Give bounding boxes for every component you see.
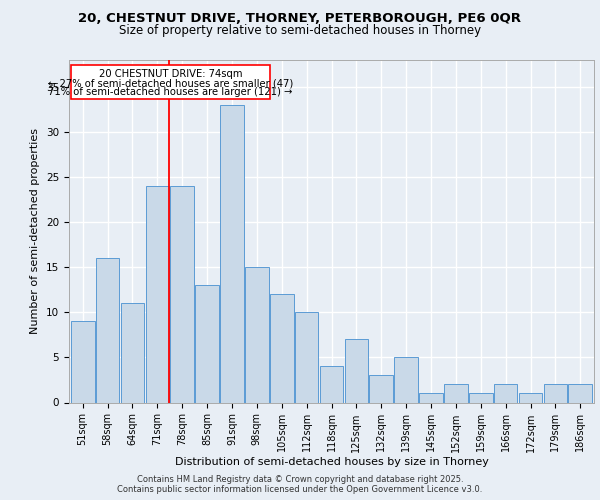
- Text: 20, CHESTNUT DRIVE, THORNEY, PETERBOROUGH, PE6 0QR: 20, CHESTNUT DRIVE, THORNEY, PETERBOROUG…: [79, 12, 521, 26]
- Bar: [245, 268, 269, 402]
- Text: 71% of semi-detached houses are larger (121) →: 71% of semi-detached houses are larger (…: [48, 87, 292, 97]
- Bar: [270, 294, 293, 403]
- Text: Contains HM Land Registry data © Crown copyright and database right 2025.
Contai: Contains HM Land Registry data © Crown c…: [118, 474, 482, 494]
- Text: 20 CHESTNUT DRIVE: 74sqm: 20 CHESTNUT DRIVE: 74sqm: [98, 69, 242, 79]
- Bar: [419, 394, 443, 402]
- Bar: [568, 384, 592, 402]
- Bar: [469, 394, 493, 402]
- Text: ← 27% of semi-detached houses are smaller (47): ← 27% of semi-detached houses are smalle…: [47, 78, 293, 88]
- Bar: [220, 105, 244, 403]
- Bar: [96, 258, 119, 402]
- Bar: [295, 312, 319, 402]
- Bar: [394, 358, 418, 403]
- Bar: [195, 286, 219, 403]
- Bar: [71, 322, 95, 402]
- Text: Size of property relative to semi-detached houses in Thorney: Size of property relative to semi-detach…: [119, 24, 481, 37]
- Bar: [121, 304, 144, 402]
- Bar: [370, 376, 393, 402]
- Bar: [146, 186, 169, 402]
- Y-axis label: Number of semi-detached properties: Number of semi-detached properties: [31, 128, 40, 334]
- FancyBboxPatch shape: [71, 64, 270, 99]
- Bar: [320, 366, 343, 402]
- Bar: [544, 384, 567, 402]
- X-axis label: Distribution of semi-detached houses by size in Thorney: Distribution of semi-detached houses by …: [175, 457, 488, 467]
- Bar: [170, 186, 194, 402]
- Bar: [344, 340, 368, 402]
- Bar: [494, 384, 517, 402]
- Bar: [519, 394, 542, 402]
- Bar: [444, 384, 468, 402]
